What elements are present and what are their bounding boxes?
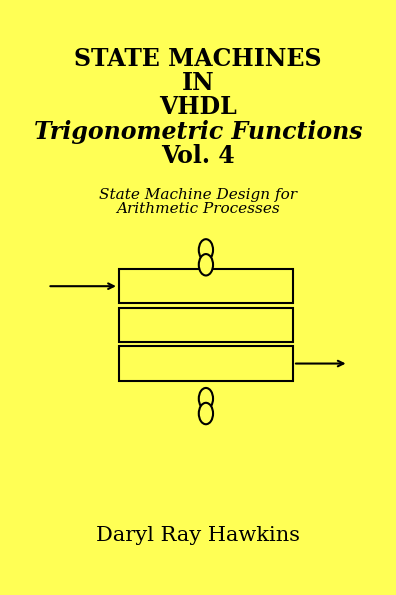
- Bar: [119, 346, 293, 381]
- Text: IN: IN: [182, 71, 214, 95]
- Circle shape: [199, 239, 213, 261]
- Text: Arithmetic Processes: Arithmetic Processes: [116, 202, 280, 217]
- Bar: [119, 308, 293, 342]
- Circle shape: [199, 254, 213, 275]
- Bar: [119, 269, 293, 303]
- Text: VHDL: VHDL: [159, 95, 237, 119]
- Circle shape: [199, 388, 213, 409]
- Text: Trigonometric Functions: Trigonometric Functions: [34, 120, 362, 144]
- Text: Daryl Ray Hawkins: Daryl Ray Hawkins: [96, 526, 300, 545]
- Text: State Machine Design for: State Machine Design for: [99, 188, 297, 202]
- Circle shape: [199, 403, 213, 424]
- Text: STATE MACHINES: STATE MACHINES: [74, 48, 322, 71]
- Text: Vol. 4: Vol. 4: [161, 145, 235, 168]
